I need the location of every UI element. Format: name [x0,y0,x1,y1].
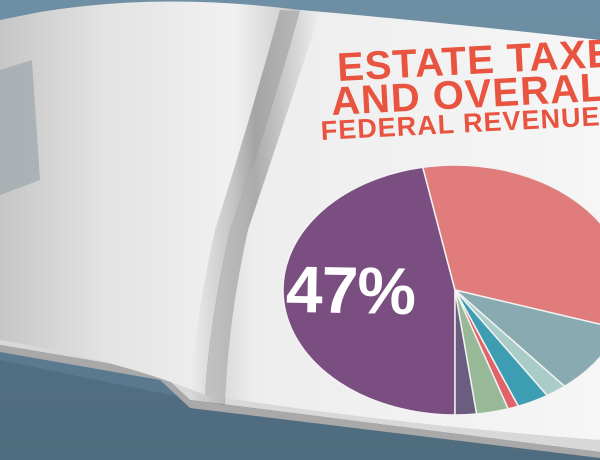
pie-slice [454,289,478,416]
pie-slice [454,289,600,388]
pie-chart [282,164,600,416]
pie-slice [282,166,456,416]
spine-shadow [190,10,320,405]
left-page-photo [0,60,40,195]
left-page [0,1,300,395]
pie-percentage-label: 47% [285,251,416,329]
pie-slice [421,164,600,326]
